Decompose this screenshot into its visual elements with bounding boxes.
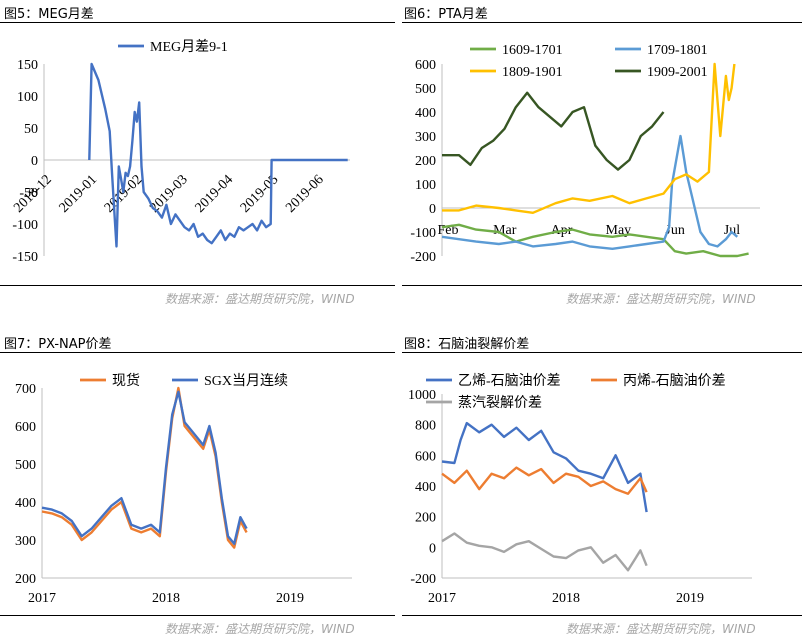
x-tick-label: 2019 xyxy=(676,591,704,606)
series-line-1 xyxy=(41,390,248,545)
divider-top-left xyxy=(0,22,395,23)
series-line-3 xyxy=(442,91,665,171)
panel-title-fig8: 图8：石脑油裂解价差 xyxy=(404,337,530,352)
y-tick-label: 300 xyxy=(15,534,36,549)
x-tick-label: 2019-04 xyxy=(193,172,237,216)
x-tick-label: 2019-06 xyxy=(283,172,327,216)
series-line-1 xyxy=(441,466,648,495)
y-tick-label: 200 xyxy=(415,511,436,526)
y-tick-label: -100 xyxy=(410,226,436,241)
y-tick-label: -100 xyxy=(12,218,38,233)
y-tick-label: 0 xyxy=(31,154,38,169)
legend-label-1: 丙烯-石脑油价差 xyxy=(623,373,726,389)
chart-meg-spread: 150 100 50 0 -50 -100 -150 2018-12 2019-01 2019-0… xyxy=(11,39,350,265)
y-tick-label: 100 xyxy=(415,178,436,193)
legend-label-0: 现货 xyxy=(112,372,140,389)
y-tick-label: 150 xyxy=(17,58,38,73)
y-tick-label: 800 xyxy=(415,419,436,434)
x-tick-label: 2018 xyxy=(552,591,580,606)
y-tick-label: 600 xyxy=(15,420,36,435)
y-tick-label: 400 xyxy=(415,480,436,495)
series-line-0 xyxy=(441,223,749,258)
y-tick-label: -50 xyxy=(19,186,38,201)
y-tick-label: 50 xyxy=(24,122,38,137)
y-tick-label: 500 xyxy=(415,82,436,97)
divider-bottom-left xyxy=(0,615,395,616)
series-line-2 xyxy=(442,62,736,214)
y-tick-label: -150 xyxy=(12,250,38,265)
divider-mid2-right xyxy=(402,352,802,353)
y-tick-label: 600 xyxy=(415,58,436,73)
legend-label-2: 1809-1901 xyxy=(502,65,563,80)
y-tick-label: -200 xyxy=(410,250,436,265)
legend-label-0: 1609-1701 xyxy=(502,43,563,58)
source-note-fig5: 数据来源：盛达期货研究院，WIND xyxy=(165,292,355,306)
divider-top-right xyxy=(402,22,802,23)
divider-mid2-left xyxy=(0,352,395,353)
chart-px-nap-spread: 700 600 500 400 300 200 2017 2018 2019 现货 SGX当月连续 xyxy=(15,372,352,606)
x-tick-label: 2017 xyxy=(428,591,456,606)
y-tick-label: 1000 xyxy=(408,388,436,403)
chart-naphtha-crack-spread: 1000 800 600 400 200 0 -200 2017 2018 2019 乙烯-石脑油价… xyxy=(408,373,752,606)
x-tick-label: Mar xyxy=(493,223,517,238)
y-tick-label: 200 xyxy=(15,572,36,587)
divider-mid-left xyxy=(0,285,395,286)
series-line-0 xyxy=(441,421,648,513)
panel-title-fig5: 图5：MEG月差 xyxy=(4,7,94,22)
x-tick-label: 2019 xyxy=(276,591,304,606)
y-tick-label: 0 xyxy=(429,541,436,556)
x-tick-label: 2018 xyxy=(152,591,180,606)
source-note-fig8: 数据来源：盛达期货研究院，WIND xyxy=(566,622,756,636)
series-line-0 xyxy=(88,62,348,248)
legend-label-0: MEG月差9-1 xyxy=(150,39,228,55)
y-tick-label: 400 xyxy=(415,106,436,121)
y-tick-label: 500 xyxy=(15,458,36,473)
x-tick-label: 2017 xyxy=(28,591,56,606)
source-note-fig6: 数据来源：盛达期货研究院，WIND xyxy=(566,292,756,306)
legend-label-1: 1709-1801 xyxy=(647,43,708,58)
y-tick-label: 300 xyxy=(415,130,436,145)
panel-title-fig6: 图6：PTA月差 xyxy=(404,7,488,22)
legend-label-1: SGX当月连续 xyxy=(204,372,288,389)
source-note-fig7: 数据来源：盛达期货研究院，WIND xyxy=(165,622,355,636)
y-tick-label: 100 xyxy=(17,90,38,105)
x-tick-label: 2018-12 xyxy=(11,172,55,216)
divider-bottom-right xyxy=(402,615,802,616)
panel-title-fig7: 图7：PX-NAP价差 xyxy=(4,337,112,352)
y-tick-label: 0 xyxy=(429,202,436,217)
y-tick-label: 400 xyxy=(15,496,36,511)
y-tick-label: 200 xyxy=(415,154,436,169)
y-tick-label: -200 xyxy=(410,572,436,587)
legend-label-3: 1909-2001 xyxy=(647,65,708,80)
y-tick-label: 600 xyxy=(415,449,436,464)
x-tick-label: 2019-05 xyxy=(238,172,282,216)
legend-label-2: 蒸汽裂解价差 xyxy=(458,395,542,411)
y-tick-label: 700 xyxy=(15,382,36,397)
x-tick-label: 2019-01 xyxy=(57,172,101,216)
divider-mid-right xyxy=(402,285,802,286)
legend-label-0: 乙烯-石脑油价差 xyxy=(458,373,561,389)
series-line-2 xyxy=(441,532,648,572)
series-line-1 xyxy=(441,134,739,250)
